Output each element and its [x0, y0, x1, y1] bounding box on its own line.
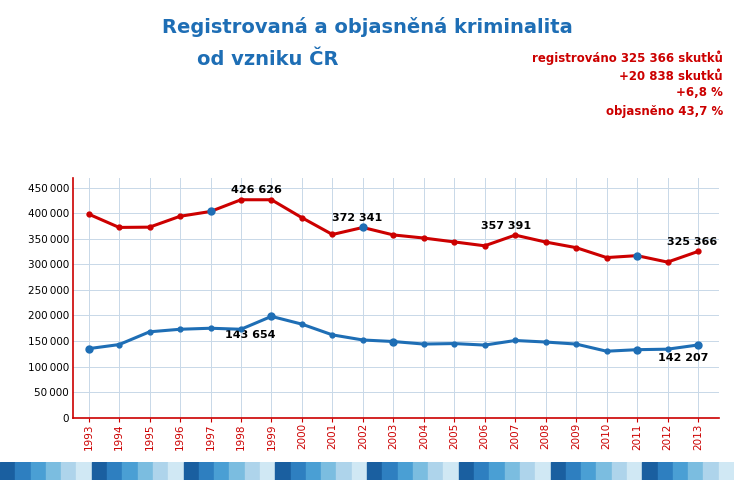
Bar: [627, 462, 642, 480]
Bar: [443, 462, 459, 480]
Text: 142 207: 142 207: [658, 353, 708, 363]
Text: +6,8 %: +6,8 %: [676, 86, 723, 99]
Text: 325 366: 325 366: [666, 237, 717, 247]
Text: objasněno 43,7 %: objasněno 43,7 %: [606, 105, 723, 118]
Bar: [168, 462, 184, 480]
Text: registrováno 325 366 skutků: registrováno 325 366 skutků: [532, 50, 723, 65]
Text: 372 341: 372 341: [332, 213, 382, 223]
Bar: [382, 462, 398, 480]
Bar: [0, 462, 15, 480]
Text: 426 626: 426 626: [230, 185, 282, 195]
Bar: [474, 462, 490, 480]
Bar: [214, 462, 229, 480]
Bar: [61, 462, 76, 480]
Bar: [535, 462, 550, 480]
Bar: [199, 462, 214, 480]
Bar: [291, 462, 306, 480]
Bar: [459, 462, 474, 480]
Text: od vzniku ČR: od vzniku ČR: [197, 50, 338, 70]
Bar: [611, 462, 627, 480]
Bar: [596, 462, 611, 480]
Bar: [336, 462, 352, 480]
Bar: [490, 462, 505, 480]
Bar: [550, 462, 566, 480]
Bar: [107, 462, 123, 480]
Text: +20 838 skutků: +20 838 skutků: [619, 70, 723, 83]
Bar: [581, 462, 596, 480]
Bar: [306, 462, 321, 480]
Bar: [321, 462, 336, 480]
Bar: [352, 462, 367, 480]
Bar: [46, 462, 61, 480]
Bar: [15, 462, 31, 480]
Text: 357 391: 357 391: [481, 221, 531, 231]
Bar: [92, 462, 107, 480]
Bar: [260, 462, 275, 480]
Bar: [719, 462, 734, 480]
Bar: [244, 462, 260, 480]
Bar: [688, 462, 703, 480]
Text: 143 654: 143 654: [225, 330, 275, 340]
Bar: [76, 462, 92, 480]
Bar: [413, 462, 428, 480]
Text: Registrovaná a objasněná kriminalita: Registrovaná a objasněná kriminalita: [161, 17, 573, 37]
Bar: [428, 462, 443, 480]
Bar: [367, 462, 382, 480]
Bar: [673, 462, 688, 480]
Bar: [642, 462, 658, 480]
Bar: [184, 462, 199, 480]
Bar: [566, 462, 581, 480]
Bar: [658, 462, 673, 480]
Bar: [153, 462, 168, 480]
Bar: [398, 462, 413, 480]
Bar: [275, 462, 291, 480]
Bar: [703, 462, 719, 480]
Bar: [229, 462, 244, 480]
Bar: [123, 462, 138, 480]
Bar: [138, 462, 153, 480]
Bar: [520, 462, 535, 480]
Bar: [31, 462, 46, 480]
Bar: [505, 462, 520, 480]
